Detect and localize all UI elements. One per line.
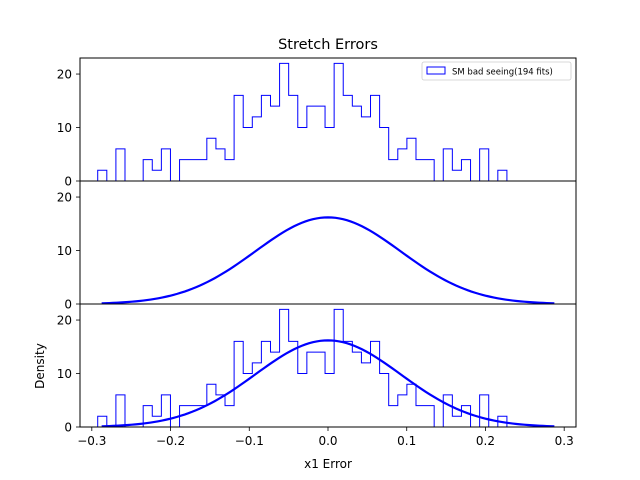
y-tick-label: 10 — [57, 244, 72, 258]
chart-title: Stretch Errors — [278, 37, 378, 53]
gaussian-curve — [101, 216, 555, 305]
gaussian-curve — [101, 339, 555, 428]
y-tick-label: 0 — [64, 174, 72, 188]
y-tick-label: 10 — [57, 121, 72, 135]
x-tick-label: −0.3 — [77, 434, 106, 448]
histogram-step — [97, 308, 508, 428]
panel-gaussian-fit: 0 10 20 — [57, 180, 577, 311]
legend-swatch — [426, 66, 446, 75]
y-tick-label: 20 — [57, 313, 72, 327]
y-tick-label: 0 — [64, 420, 72, 434]
x-tick-label: 0.2 — [476, 434, 495, 448]
x-tick-label: 0.0 — [318, 434, 337, 448]
legend-frame — [421, 61, 572, 81]
legend-label: SM bad seeing(194 fits) — [452, 68, 553, 78]
panel-frame — [79, 303, 577, 428]
y-tick-label: 20 — [57, 190, 72, 204]
x-tick-label: −0.1 — [235, 434, 264, 448]
x-tick-label: 0.1 — [397, 434, 416, 448]
panel-overlay: 0 10 20 −0.3 −0.2 −0.1 0.0 0.1 0.2 0.3 — [57, 303, 577, 448]
histogram-step — [97, 62, 508, 182]
legend: SM bad seeing(194 fits) — [421, 61, 572, 81]
y-tick-label: 0 — [64, 297, 72, 311]
y-tick-label: 10 — [57, 367, 72, 381]
y-tick-label: 20 — [57, 67, 72, 81]
x-tick-label: 0.3 — [555, 434, 574, 448]
x-axis-label: x1 Error — [304, 457, 352, 471]
y-axis-label: Density — [33, 343, 47, 389]
panel-frame — [79, 180, 577, 305]
x-tick-label: −0.2 — [156, 434, 185, 448]
panels: 0 10 20 SM bad seeing(194 fits) 0 10 20 0 10 20 −0… — [57, 57, 577, 448]
panel-histogram: 0 10 20 SM bad seeing(194 fits) — [57, 57, 577, 188]
